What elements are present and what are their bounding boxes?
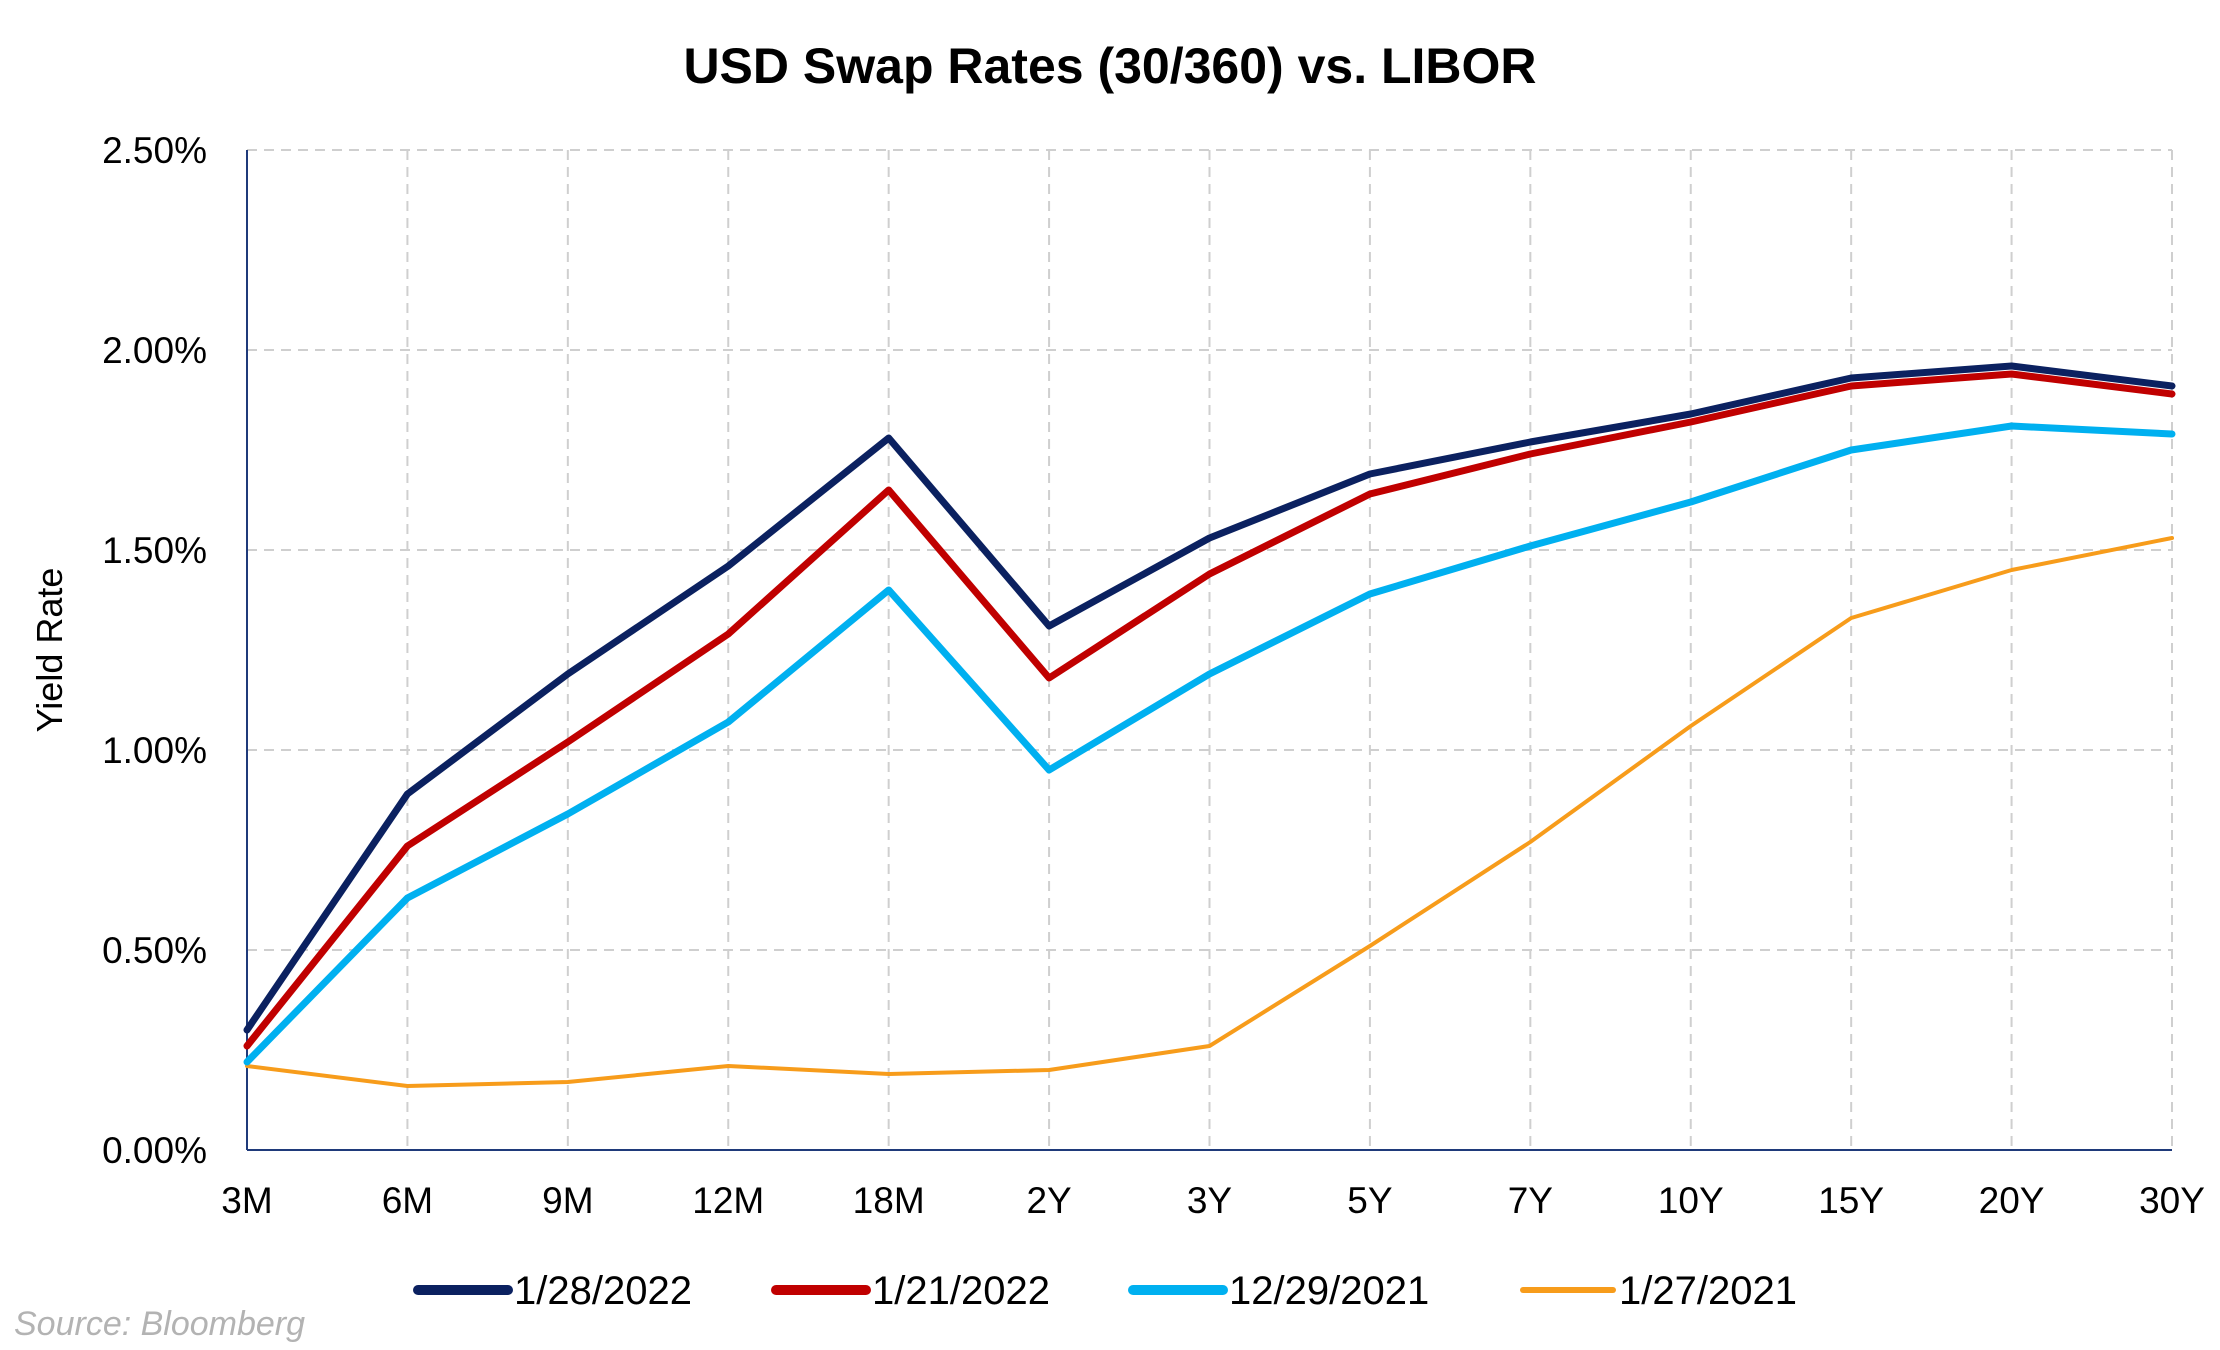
x-tick-label: 6M <box>382 1180 433 1221</box>
y-tick-label: 0.00% <box>102 1130 207 1171</box>
series-line-3 <box>243 422 2176 1066</box>
series-line-4 <box>245 536 2174 1088</box>
legend-label: 1/21/2022 <box>872 1269 1050 1313</box>
y-tick-label: 2.00% <box>102 330 207 371</box>
legend-label: 1/28/2022 <box>514 1269 692 1313</box>
chart-title: USD Swap Rates (30/360) vs. LIBOR <box>683 38 1536 94</box>
legend: 1/28/2022 1/21/2022 12/29/2021 1/27/2021 <box>413 1269 1797 1313</box>
y-tick-label: 0.50% <box>102 930 207 971</box>
y-axis-title: Yield Rate <box>29 568 70 733</box>
series-lines <box>243 362 2176 1088</box>
y-tick-label: 1.50% <box>102 530 207 571</box>
x-tick-label: 18M <box>853 1180 925 1221</box>
gridlines <box>247 149 2173 1150</box>
x-tick-label: 30Y <box>2139 1180 2205 1221</box>
legend-label: 1/27/2021 <box>1619 1269 1797 1313</box>
x-tick-label: 5Y <box>1347 1180 1392 1221</box>
x-tick-label: 3M <box>221 1180 272 1221</box>
x-tick-label: 20Y <box>1979 1180 2045 1221</box>
x-tick-label: 15Y <box>1818 1180 1884 1221</box>
series-line-2 <box>243 370 2176 1050</box>
source-note: Source: Bloomberg <box>14 1305 305 1343</box>
x-tick-label: 9M <box>542 1180 593 1221</box>
y-tick-label: 1.00% <box>102 730 207 771</box>
x-tick-label: 12M <box>692 1180 764 1221</box>
legend-label: 12/29/2021 <box>1229 1269 1429 1313</box>
x-tick-label: 7Y <box>1508 1180 1553 1221</box>
x-tick-label: 3Y <box>1187 1180 1232 1221</box>
series-line-1 <box>243 362 2176 1034</box>
x-tick-label: 10Y <box>1658 1180 1724 1221</box>
x-tick-labels: 3M 6M 9M 12M 18M 2Y 3Y 5Y 7Y 10Y 15Y 20Y 30Y <box>221 1180 2205 1221</box>
y-tick-labels: 0.00% 0.50% 1.00% 1.50% 2.00% 2.50% <box>102 130 207 1171</box>
x-tick-label: 2Y <box>1026 1180 1071 1221</box>
axes <box>246 150 2172 1151</box>
y-tick-label: 2.50% <box>102 130 207 171</box>
